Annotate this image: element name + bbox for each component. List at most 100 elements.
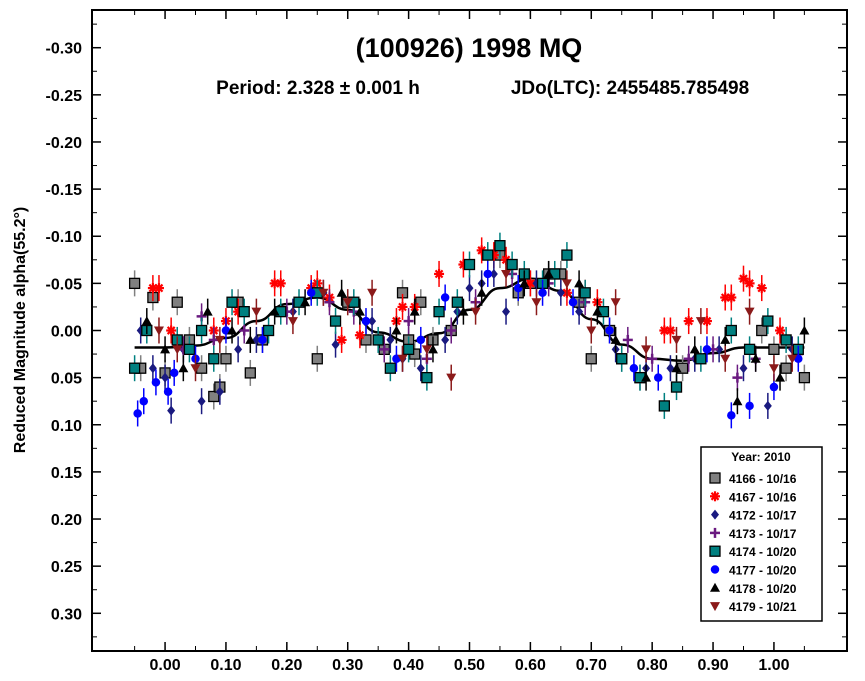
- data-point: [798, 371, 811, 384]
- data-point: [311, 353, 323, 365]
- data-point-shape: [208, 353, 220, 365]
- data-point: [202, 306, 213, 316]
- data-point-shape: [506, 258, 518, 271]
- data-point: [148, 363, 157, 374]
- data-point-shape: [336, 287, 347, 297]
- data-point: [574, 278, 585, 288]
- data-point-shape: [202, 306, 213, 316]
- data-point-shape: [433, 305, 445, 318]
- data-point-shape: [768, 343, 780, 356]
- data-point-shape: [586, 326, 597, 336]
- data-point: [605, 326, 614, 335]
- data-point: [245, 334, 256, 344]
- data-point-shape-arm: [477, 246, 486, 255]
- epoch-text: JDo(LTC): 2455485.785498: [511, 78, 749, 99]
- legend-title: Year: 2010: [731, 450, 791, 464]
- data-point: [215, 386, 224, 397]
- legend-marker: [710, 602, 720, 612]
- data-point-shape: [720, 354, 731, 364]
- data-point-shape: [262, 324, 275, 337]
- data-point: [336, 287, 347, 297]
- data-point: [654, 373, 663, 382]
- x-tick-label: 0.10: [210, 657, 241, 674]
- legend-marker-shape: [710, 582, 720, 592]
- data-point-shape: [654, 373, 663, 382]
- data-point: [775, 372, 786, 382]
- legend-marker: [711, 509, 719, 520]
- data-point-shape: [251, 307, 262, 317]
- data-point-shape: [409, 306, 420, 316]
- data-point: [641, 345, 652, 355]
- data-point: [367, 288, 378, 298]
- y-tick-label: 0.10: [51, 418, 82, 435]
- data-point: [616, 353, 628, 365]
- data-point: [769, 382, 779, 392]
- data-point-shape: [476, 287, 487, 297]
- data-point-shape: [416, 363, 425, 374]
- data-point-shape: [195, 324, 208, 337]
- legend-marker: [710, 565, 720, 574]
- y-tick-label: -0.10: [46, 229, 83, 246]
- data-point: [744, 307, 755, 317]
- data-point: [397, 354, 408, 364]
- data-point-shape: [441, 334, 450, 345]
- x-tick-label: 0.60: [515, 657, 546, 674]
- data-point-shape: [446, 373, 457, 383]
- data-point-shape: [384, 362, 396, 374]
- data-point-shape: [720, 334, 731, 344]
- data-point: [775, 325, 786, 336]
- data-point: [153, 283, 164, 294]
- legend-marker-shape: [709, 545, 721, 557]
- data-point: [732, 396, 743, 406]
- data-point: [720, 354, 731, 364]
- data-point-shape: [300, 297, 311, 307]
- data-point: [575, 306, 584, 317]
- y-tick-label: 0.25: [51, 559, 82, 576]
- data-point: [715, 344, 724, 355]
- data-point: [531, 298, 542, 308]
- data-point: [434, 268, 445, 279]
- data-point: [403, 316, 414, 327]
- data-point-shape: [629, 363, 639, 373]
- legend-marker: [710, 527, 720, 538]
- data-point-shape-arm: [434, 269, 444, 279]
- y-tick-label: 0.15: [51, 465, 82, 482]
- data-point: [683, 353, 694, 364]
- legend-label: 4167 - 10/16: [729, 490, 797, 504]
- legend: Year: 2010 4166 - 10/16 4167 - 10/16 4172 …: [700, 446, 823, 622]
- data-point: [208, 390, 220, 403]
- data-point: [171, 296, 183, 308]
- data-point: [506, 258, 518, 271]
- data-point: [195, 324, 208, 337]
- data-point: [252, 334, 261, 345]
- data-point-shape-arm: [745, 279, 754, 288]
- data-point: [402, 343, 415, 356]
- data-point-shape: [798, 371, 811, 384]
- data-point-shape: [502, 306, 511, 317]
- data-point-shape: [402, 343, 415, 356]
- data-point: [579, 287, 591, 299]
- data-point-shape: [252, 334, 261, 345]
- data-point: [629, 363, 639, 373]
- data-point: [568, 297, 578, 307]
- data-point-shape: [715, 344, 724, 355]
- data-point: [128, 362, 141, 374]
- legend-marker: [709, 545, 721, 557]
- data-point: [446, 373, 457, 383]
- data-point: [324, 297, 335, 308]
- data-point-shape: [148, 363, 157, 374]
- data-point-shape: [775, 372, 786, 382]
- data-point-shape: [489, 268, 498, 279]
- data-point-shape: [575, 306, 584, 317]
- data-point-shape: [732, 396, 743, 406]
- data-point: [470, 307, 481, 317]
- data-point-shape-arm: [727, 293, 736, 302]
- data-point-shape: [616, 353, 628, 365]
- data-point-shape: [139, 396, 149, 406]
- data-point: [160, 344, 171, 354]
- data-point-shape: [311, 353, 323, 365]
- data-point: [458, 306, 469, 316]
- data-point-shape-arm: [739, 274, 748, 283]
- data-point: [151, 378, 161, 387]
- data-point: [586, 326, 597, 336]
